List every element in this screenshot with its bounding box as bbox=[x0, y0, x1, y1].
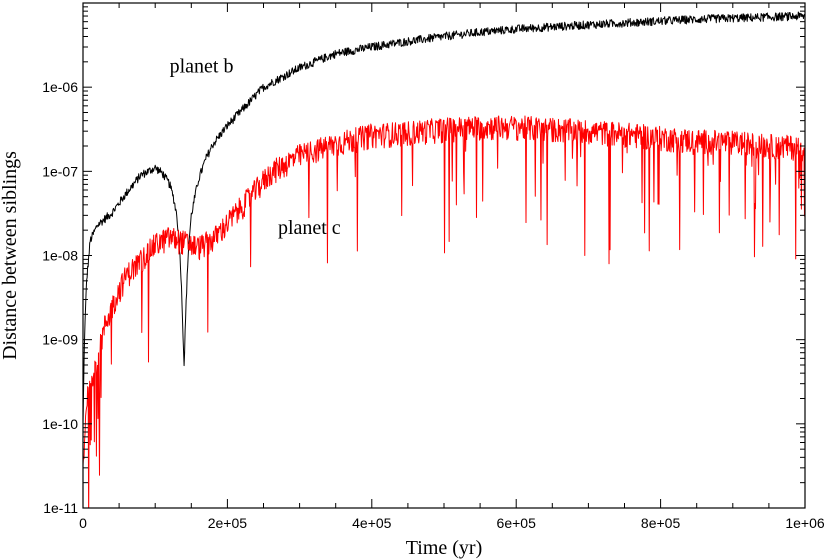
y-axis-title: Distance between siblings bbox=[0, 151, 21, 360]
x-tick-label: 4e+05 bbox=[352, 515, 392, 531]
x-tick-label: 6e+05 bbox=[497, 515, 537, 531]
annotation-label: planet c bbox=[278, 217, 341, 239]
y-tick-label: 1e-09 bbox=[42, 332, 78, 348]
y-tick-label: 1e-10 bbox=[42, 416, 78, 432]
series-line-planet-b bbox=[83, 11, 805, 423]
axis-ticks bbox=[82, 3, 806, 509]
series-line-planet-c bbox=[83, 115, 805, 508]
annotation-label: planet b bbox=[170, 55, 234, 77]
y-tick-label: 1e-07 bbox=[42, 163, 78, 179]
annotations: planet b planet c bbox=[170, 55, 341, 239]
x-axis-title: Time (yr) bbox=[406, 537, 482, 559]
plot-area bbox=[83, 11, 805, 508]
x-tick-label: 2e+05 bbox=[208, 515, 248, 531]
y-tick-label: 1e-06 bbox=[42, 79, 78, 95]
tick-labels: 0 2e+05 4e+05 6e+05 8e+05 1e+06 1e-11 1e-10 1e-0… bbox=[42, 79, 825, 531]
y-tick-label: 1e-11 bbox=[43, 500, 78, 516]
x-tick-label: 1e+06 bbox=[785, 515, 825, 531]
x-tick-label: 0 bbox=[79, 515, 87, 531]
x-tick-label: 8e+05 bbox=[641, 515, 681, 531]
y-tick-label: 1e-08 bbox=[42, 248, 78, 264]
